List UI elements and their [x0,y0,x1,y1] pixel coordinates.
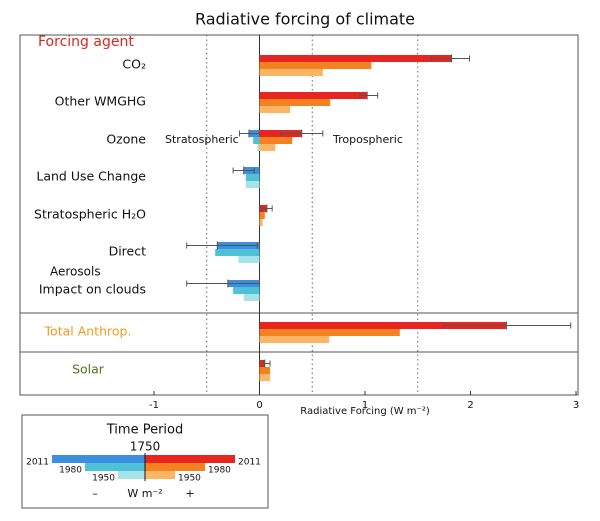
legend-frame [21,414,269,509]
bar [259,144,276,151]
error-bar [232,166,255,175]
category-label: Solar [72,362,105,377]
bar [259,367,271,374]
legend-title: Time Period [106,423,183,438]
chart-title: Radiative forcing of climate [195,10,415,29]
bar [259,69,323,76]
bar [259,329,400,336]
legend-label: 1980 [59,466,82,476]
category-label: Other WMGHG [55,94,146,109]
bar [259,55,452,62]
bar [243,294,260,301]
error-bar [280,129,324,138]
category-label: Direct [109,244,147,259]
error-bar [186,279,260,288]
bar [238,256,260,263]
legend-swatch [145,471,175,479]
category-label: Total Anthrop. [44,324,132,339]
bar [259,212,265,219]
legend-label: 1950 [178,474,201,484]
x-tick-label: 3 [573,400,579,411]
x-tick-label: -1 [149,400,159,411]
group-label: Aerosols [50,265,101,279]
bar [257,144,260,151]
error-bar [261,204,273,213]
bar [259,360,265,367]
error-bar [443,321,572,330]
x-axis-label: Radiative Forcing (W m⁻²) [300,406,430,417]
plot-frame [19,34,579,396]
bar [259,99,331,106]
legend-base: 1750 [130,440,161,454]
bar [215,249,260,256]
legend-positive: + [185,487,194,500]
bar [245,174,260,181]
x-tick-label: 1 [362,400,368,411]
legend-negative: – [92,487,98,500]
bar [253,137,260,144]
legend-swatch [85,463,145,471]
error-bar [263,359,271,368]
error-bar [186,241,258,250]
category-label: Ozone [106,132,146,147]
bar [259,322,507,329]
legend-swatch [145,463,205,471]
legend-label: 1980 [208,466,231,476]
bar [259,219,263,226]
bar [259,137,293,144]
error-bar [430,54,470,63]
bar [259,106,291,113]
bar [233,287,260,294]
bar [259,336,330,343]
category-label: Land Use Change [36,169,146,184]
category-label: Impact on clouds [39,282,146,297]
error-bar [359,91,379,100]
ozone-part-label: Stratospheric [165,133,239,146]
bar [259,374,271,381]
category-label: CO₂ [122,57,146,72]
ozone-part-label: Tropospheric [332,133,403,146]
legend-swatch [145,455,235,463]
bar [259,92,368,99]
bar [259,62,372,69]
legend-label: 2011 [26,458,49,468]
category-label: Stratospheric H₂O [34,207,146,222]
x-tick-label: 2 [467,400,473,411]
row-header: Forcing agent [38,34,134,50]
legend-swatch [52,455,145,463]
x-tick-label: 0 [256,400,262,411]
legend-label: 2011 [238,458,261,468]
legend-unit: W m⁻² [127,487,162,500]
bar [245,181,260,188]
legend-label: 1950 [92,474,115,484]
legend-swatch [118,471,145,479]
